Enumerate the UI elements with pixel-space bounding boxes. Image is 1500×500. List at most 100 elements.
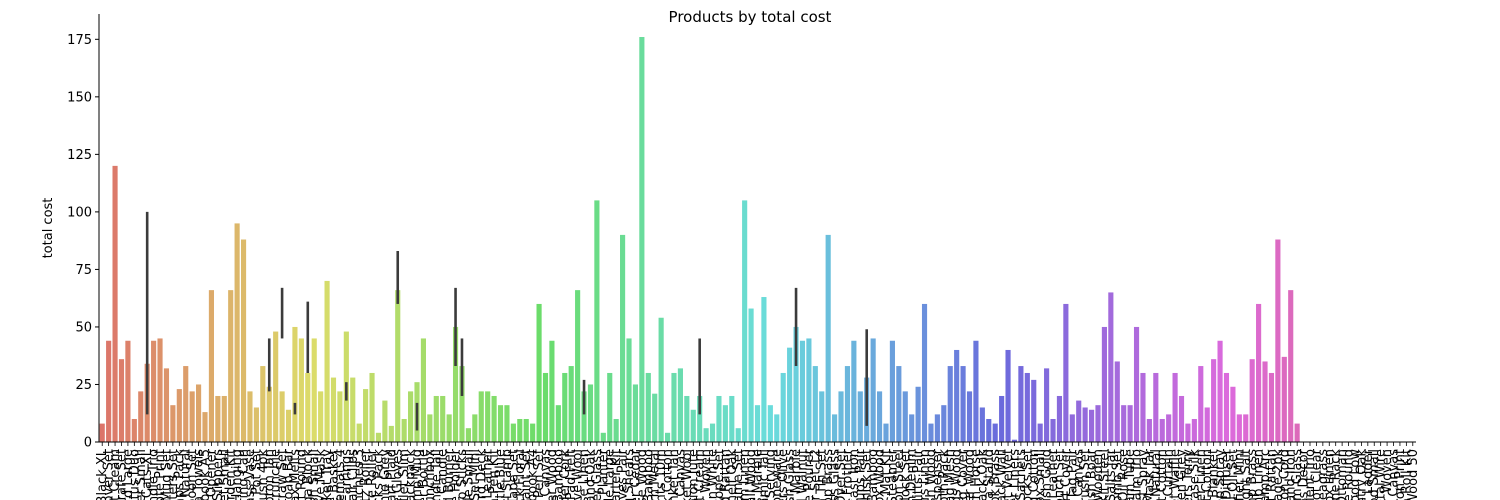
x-tick-label: Vintage Glass Vase <box>243 449 258 500</box>
bar <box>838 391 844 442</box>
bar <box>1153 372 1159 442</box>
x-tick-label: Knit Beanie Grey <box>378 449 393 500</box>
bar <box>112 165 118 442</box>
bar <box>703 428 709 442</box>
x-tick-label: Tray Ottoman <box>1335 449 1350 500</box>
x-tick-label: Reusable Straw Set <box>275 449 290 500</box>
bar <box>806 338 812 442</box>
bar <box>793 326 799 442</box>
x-axis-ticks: Dotted Pocket Tee Black XLPillow Cover S… <box>95 442 1421 500</box>
bar <box>1108 292 1114 442</box>
bar <box>652 393 658 442</box>
x-tick-label: Stoneware Mug Set <box>159 449 174 500</box>
bar <box>851 340 857 442</box>
x-tick-label: Mouse Pad Felt <box>564 449 579 500</box>
bar <box>1243 414 1249 442</box>
bar <box>497 405 504 442</box>
bar <box>671 372 677 442</box>
bar <box>1005 349 1011 442</box>
x-tick-label: French Press Glass <box>828 449 843 500</box>
x-tick-label: Nail Kit Steel <box>1097 449 1112 500</box>
x-tick-label: Closet Sachets <box>1014 449 1029 500</box>
bar <box>504 405 510 442</box>
bar <box>1140 372 1146 442</box>
x-tick-label: Bath Mat Cotton <box>1155 449 1170 500</box>
x-tick-label: Spice Jar Set 12 <box>808 449 823 500</box>
x-tick-label: Comb Wooden <box>1091 449 1106 500</box>
bar <box>1063 303 1069 442</box>
x-tick-label: Lint Roller Wood <box>963 449 978 500</box>
bar <box>260 366 266 442</box>
bar <box>1037 423 1043 442</box>
bar <box>401 418 407 442</box>
bar <box>690 409 696 442</box>
x-tick-label: Wok Carbon Steel <box>892 449 907 500</box>
bar <box>395 290 401 442</box>
x-tick-label: Photo Album Linen <box>738 449 753 500</box>
bar <box>485 391 491 442</box>
bar <box>1050 418 1056 442</box>
x-tick-label: Bamboo Cutting Board Large <box>121 449 136 500</box>
x-tick-label: Coat Rack Wall <box>995 449 1010 500</box>
x-tick-label: Pendant Rattan <box>1264 449 1279 500</box>
x-tick-label: Ring Dish Gold <box>1040 449 1055 500</box>
x-tick-label: Tie Dye Scrunchie <box>269 449 284 500</box>
y-tick-label: 100 <box>67 205 92 220</box>
y-axis-label: total cost <box>41 198 56 259</box>
bar <box>902 391 908 442</box>
x-tick-label: Washi Tape Set <box>506 449 521 500</box>
x-tick-label: Wood Wick Candle <box>436 449 451 500</box>
y-tick-label: 175 <box>67 33 92 48</box>
x-tick-label: Soy Wax Melts <box>288 449 303 500</box>
x-tick-label: Beeswax Candle Tall <box>429 449 444 500</box>
bar <box>118 359 125 442</box>
bar <box>208 290 214 442</box>
x-tick-label: Ink Bottle Blue <box>494 449 509 500</box>
bar <box>240 239 247 442</box>
x-tick-label: Milk Frother <box>840 448 855 500</box>
x-tick-label: Bird Feeder Cedar <box>628 448 643 500</box>
bar <box>138 391 144 442</box>
bar <box>446 414 452 442</box>
bar <box>1101 326 1107 442</box>
bar <box>523 418 529 442</box>
x-tick-label: Macrame Wall Hanging <box>230 449 245 500</box>
x-tick-label: Stool Wood Low <box>1348 449 1363 500</box>
x-tick-label: Crate Wood Small <box>1367 449 1382 500</box>
bar <box>716 395 722 442</box>
x-tick-label: Bowl Wood Serving <box>763 449 778 500</box>
bar <box>163 368 170 442</box>
bar <box>819 391 825 442</box>
x-tick-label: Pot Holders Linen <box>918 449 933 500</box>
bar <box>889 340 895 442</box>
x-tick-label: Cotton Rope Basket <box>326 449 341 500</box>
bar <box>1095 405 1101 442</box>
x-tick-label: Side Table Round <box>1342 449 1357 500</box>
x-tick-label: Moss Pole Large <box>603 449 618 500</box>
x-tick-label: Face Mist Spray <box>1136 449 1151 500</box>
bar <box>273 331 279 442</box>
bar <box>787 347 793 442</box>
bar <box>1262 361 1268 442</box>
bar <box>253 407 259 442</box>
bar <box>1114 361 1120 442</box>
x-tick-label: Linen Napkins Natural <box>179 449 194 500</box>
x-tick-label: Steel Water Bottle <box>416 449 431 500</box>
bar <box>452 326 459 442</box>
x-tick-label: Clothes Pegs Wood <box>950 449 965 500</box>
bar <box>607 372 613 442</box>
bar <box>575 290 581 442</box>
x-tick-label: Canvas Tote Print <box>153 449 168 500</box>
x-tick-label: Lip Balm Trio <box>1130 449 1145 500</box>
x-tick-label: Glass Lunchbox <box>423 449 438 500</box>
x-tick-label: Hair Brush Boar <box>1085 448 1100 500</box>
x-tick-label: Dotted Pocket Tee Black XL <box>95 448 110 500</box>
bar <box>883 423 889 442</box>
x-tick-label: Luggage Tag Pair <box>1065 448 1080 500</box>
x-tick-label: Clay Mask Jar <box>1142 448 1157 500</box>
bar <box>1198 366 1204 442</box>
x-tick-label: Picture Frame Set <box>731 449 746 500</box>
x-tick-label: Sketchbook A4 <box>526 449 541 500</box>
bar <box>465 428 471 442</box>
x-tick-label: Garment Bag Cotton <box>1027 449 1042 500</box>
